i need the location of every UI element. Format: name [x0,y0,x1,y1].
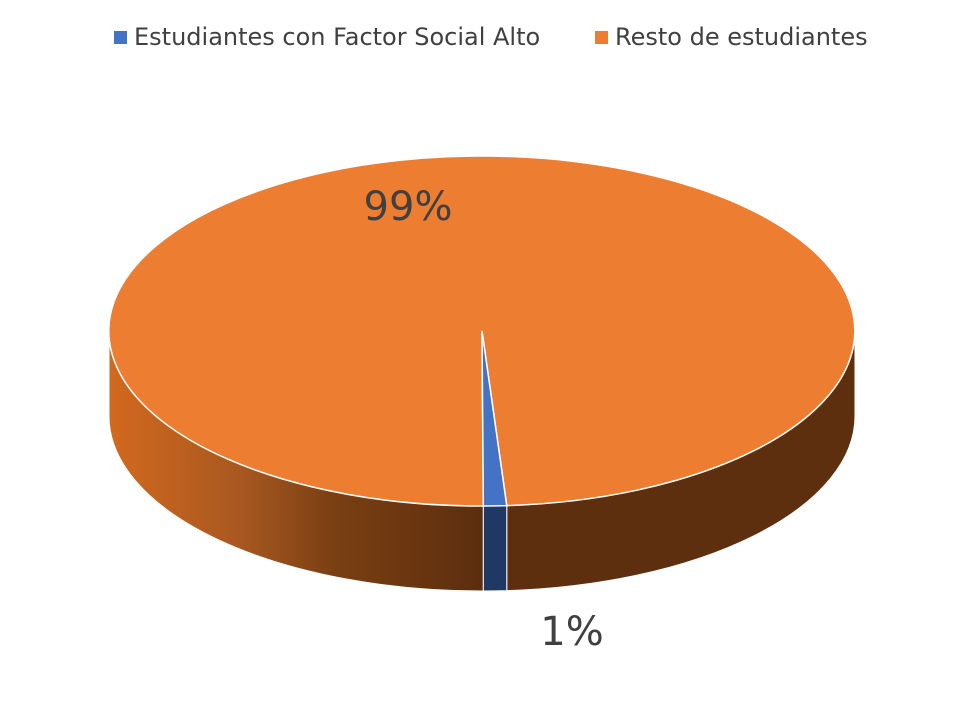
slice-top-estudiantes [481,330,508,507]
slice-side-estudiantes [482,505,508,592]
legend-label-resto: Resto de estudiantes [615,23,868,51]
legend-swatch-estudiantes [114,31,127,44]
pie-group [108,155,856,592]
legend-swatch-resto [595,31,608,44]
legend-item-estudiantes-factor-social-alto[interactable]: Estudiantes con Factor Social Alto [114,23,540,51]
legend-item-resto-de-estudiantes[interactable]: Resto de estudiantes [595,23,868,51]
data-label-estudiantes: 1% [540,609,603,655]
legend: Estudiantes con Factor Social Alto Resto… [114,23,868,51]
legend-label-estudiantes: Estudiantes con Factor Social Alto [134,23,540,51]
data-label-resto: 99% [364,184,453,230]
